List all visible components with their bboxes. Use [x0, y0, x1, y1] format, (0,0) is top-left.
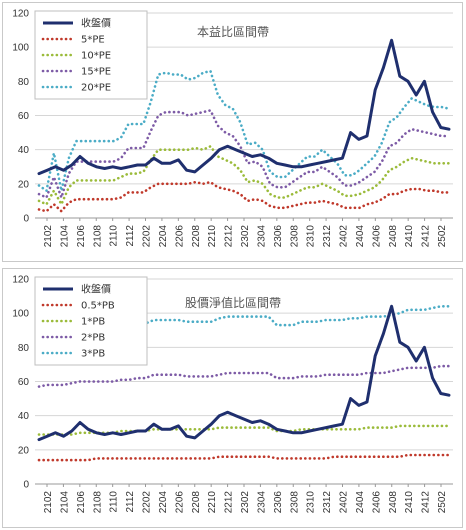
legend-label: 2*PB [81, 333, 105, 344]
x-tick-label: 2102 [43, 225, 54, 248]
x-tick-label: 2210 [207, 225, 218, 248]
x-tick-label: 2306 [273, 491, 284, 514]
chart-title: 本益比區間帶 [197, 25, 269, 39]
x-tick-label: 2106 [76, 491, 87, 514]
legend: 收盤價 5*PE 10*PE 15*PE 20*PE [34, 10, 148, 100]
legend-label: 10*PE [81, 51, 111, 62]
x-tick-label: 2208 [191, 491, 202, 514]
series-line-price [37, 38, 451, 176]
x-tick-label: 2202 [142, 491, 153, 514]
pb-band-chart: 0 20 40 60 80 100 120 2102 2104 2106 2108 2110 2112 2… [12, 275, 453, 514]
x-tick-label: 2406 [371, 491, 382, 514]
x-tick-label: 2406 [371, 225, 382, 248]
x-tick-label: 2402 [339, 225, 350, 248]
x-tick-label: 2302 [240, 491, 251, 514]
legend-box [34, 276, 148, 366]
x-tick-label: 2112 [125, 225, 136, 247]
x-tick-label: 2308 [289, 225, 300, 248]
y-tick-label: 0 [23, 214, 29, 225]
x-tick-label: 2408 [388, 225, 399, 248]
legend-label: 收盤價 [81, 17, 111, 30]
x-tick-label: 2212 [224, 225, 235, 248]
series-line-m4 [37, 69, 451, 192]
legend-label: 15*PE [81, 67, 111, 78]
legend-label: 1*PB [81, 317, 105, 328]
x-tick-label: 2404 [355, 225, 366, 248]
x-tick-label: 2312 [322, 225, 333, 248]
pb-band-chart-panel: 0 20 40 60 80 100 120 2102 2104 2106 2108 2110 2112 2… [2, 268, 463, 528]
x-tick-label: 2412 [421, 225, 432, 248]
legend-label: 0.5*PB [81, 301, 115, 312]
pe-band-chart: 0 20 40 60 80 100 120 2102 2104 2106 2108 2110 2112 2… [12, 9, 453, 248]
y-tick-label: 60 [18, 377, 30, 388]
legend-label: 收盤價 [81, 283, 111, 296]
x-tick-label: 2202 [142, 225, 153, 248]
chart-title: 股價淨值比區間帶 [185, 295, 281, 310]
x-tick-label: 2110 [109, 491, 120, 513]
x-tick-label: 2104 [59, 225, 70, 248]
x-tick-label: 2402 [339, 491, 350, 514]
x-tick-label: 2102 [43, 491, 54, 514]
x-tick-label: 2110 [109, 225, 120, 247]
y-tick-label: 80 [18, 77, 30, 88]
x-tick-label: 2410 [404, 491, 415, 514]
series-line-price [37, 304, 451, 442]
x-tick-label: 2410 [404, 225, 415, 248]
x-tick-label: 2212 [224, 491, 235, 514]
y-tick-label: 20 [18, 179, 30, 190]
series-line-m1 [37, 453, 451, 462]
legend-box [34, 10, 148, 100]
legend-label: 5*PE [81, 35, 105, 46]
y-tick-label: 120 [12, 9, 29, 20]
y-tick-label: 20 [18, 445, 30, 456]
series-lines [37, 38, 451, 213]
x-tick-label: 2408 [388, 491, 399, 514]
x-tick-label: 2304 [256, 491, 267, 514]
series-line-m3 [37, 364, 451, 388]
y-tick-label: 40 [18, 145, 30, 156]
x-tick-label: 2310 [306, 225, 317, 248]
x-tick-label: 2210 [207, 491, 218, 514]
y-tick-label: 0 [23, 480, 29, 491]
x-tick-label: 2104 [59, 491, 70, 514]
y-tick-label: 120 [12, 275, 29, 286]
x-tick-label: 2502 [437, 225, 448, 248]
x-tick-label: 2112 [125, 491, 136, 513]
x-tick-label: 2204 [158, 225, 169, 248]
x-tick-label: 2312 [322, 491, 333, 514]
x-tick-label: 2304 [256, 225, 267, 248]
series-line-m2 [37, 145, 451, 206]
x-tick-label: 2308 [289, 491, 300, 514]
x-tick-label: 2108 [92, 225, 103, 248]
x-tick-label: 2206 [174, 225, 185, 248]
x-tick-label: 2502 [437, 491, 448, 514]
x-tick-label: 2310 [306, 491, 317, 514]
x-tick-label: 2306 [273, 225, 284, 248]
x-tick-label: 2206 [174, 491, 185, 514]
x-tick-label: 2204 [158, 491, 169, 514]
x-tick-label: 2208 [191, 225, 202, 248]
x-tick-label: 2106 [76, 225, 87, 248]
series-line-m1 [37, 180, 451, 213]
y-tick-label: 100 [12, 43, 29, 54]
x-tick-label: 2404 [355, 491, 366, 514]
y-tick-label: 80 [18, 343, 30, 354]
legend: 收盤價 0.5*PB 1*PB 2*PB 3*PB [34, 276, 148, 366]
legend-label: 3*PB [81, 349, 105, 360]
pe-band-chart-panel: 0 20 40 60 80 100 120 2102 2104 2106 2108 2110 2112 2… [2, 2, 463, 262]
x-tick-label: 2302 [240, 225, 251, 248]
x-tick-label: 2412 [421, 491, 432, 514]
y-tick-label: 40 [18, 411, 30, 422]
y-tick-label: 100 [12, 309, 29, 320]
legend-label: 20*PE [81, 83, 111, 94]
x-tick-label: 2108 [92, 491, 103, 514]
y-tick-label: 60 [18, 111, 30, 122]
